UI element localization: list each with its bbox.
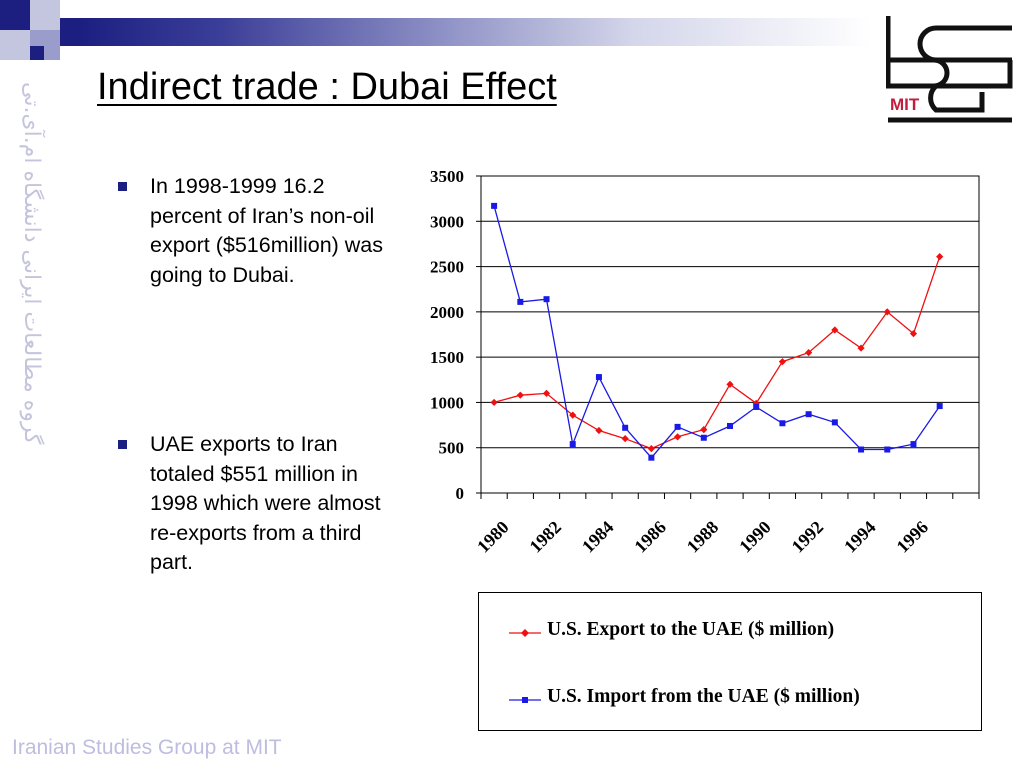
data-point [752, 399, 760, 407]
data-point [674, 423, 681, 430]
side-persian-text: گروه مطالعات ایرانی دانشگاه ام.آی.تی [19, 82, 44, 445]
data-point [831, 326, 839, 334]
data-point [673, 433, 682, 441]
legend-label: U.S. Export to the UAE ($ million) [547, 619, 835, 640]
data-point [883, 308, 891, 316]
x-tick-label: 1988 [683, 517, 723, 557]
data-point [805, 411, 812, 418]
trade-line-chart: 0 500 1000 1500 2000 2500 3000 3500 1980 1982 1984… [430, 167, 980, 557]
tick-marks [476, 175, 980, 499]
bullet-text: In 1998-1999 16.2 percent of Iran’s non-… [150, 174, 384, 287]
x-tick-label: 1996 [892, 517, 932, 557]
x-tick-label: 1982 [525, 517, 565, 557]
decor-square [30, 0, 60, 30]
data-point [517, 298, 524, 305]
y-tick-label: 3500 [430, 167, 464, 186]
x-tick-label: 1994 [840, 517, 880, 557]
legend-label: U.S. Import from the UAE ($ million) [547, 686, 860, 707]
data-point [647, 445, 655, 453]
data-point [595, 426, 603, 435]
data-point [491, 202, 498, 209]
logo-text: MIT [890, 95, 920, 114]
isg-logo: MIT [886, 16, 1013, 123]
x-tick-label: 1986 [630, 517, 670, 557]
header-bar [80, 18, 872, 46]
data-point [778, 358, 787, 366]
plot-area-border [480, 175, 980, 494]
data-point [884, 446, 891, 453]
y-tick-label: 3000 [430, 212, 464, 231]
y-tick-label: 2500 [430, 258, 464, 277]
data-point [909, 329, 918, 338]
y-tick-label: 500 [439, 439, 465, 458]
legend-square-icon [509, 697, 541, 703]
decor-square [0, 0, 30, 30]
data-point [753, 403, 760, 410]
data-point [858, 446, 865, 453]
data-point [779, 420, 786, 427]
x-tick-label: 1980 [473, 517, 513, 557]
data-point [621, 435, 629, 443]
x-tick-label: 1992 [788, 517, 828, 557]
data-point [700, 426, 708, 434]
series-import [491, 202, 943, 461]
data-point [831, 419, 838, 426]
data-point [910, 441, 917, 448]
bullet-square-icon [118, 440, 127, 449]
data-point [648, 454, 655, 461]
data-point [700, 434, 707, 441]
series-line [493, 205, 941, 459]
chart-legend: U.S. Export to the UAE ($ million) U.S. … [478, 592, 982, 731]
data-point [595, 374, 602, 381]
y-tick-label: 2000 [430, 303, 464, 322]
series-export [490, 253, 944, 453]
series-line [493, 256, 941, 450]
y-tick-label: 1000 [430, 393, 464, 412]
decor-square [0, 30, 30, 60]
bullet-text: UAE exports to Iran totaled $551 million… [150, 432, 381, 574]
decor-square [60, 18, 80, 46]
data-point [936, 403, 943, 410]
data-point [857, 344, 865, 352]
data-point [516, 391, 524, 399]
y-tick-label: 1500 [430, 348, 464, 367]
decor-square [30, 46, 44, 60]
data-point [490, 398, 498, 407]
tick-labels: 0 500 1000 1500 2000 2500 3000 3500 1980 1982 1984… [430, 167, 932, 557]
slide-title: Indirect trade : Dubai Effect [97, 66, 557, 108]
data-point [543, 296, 550, 303]
bullet-square-icon [118, 182, 127, 191]
gridlines [480, 175, 980, 494]
data-point [727, 422, 733, 429]
data-point [569, 411, 577, 419]
x-tick-label: 1990 [735, 517, 775, 557]
y-tick-label: 0 [456, 484, 465, 503]
data-point [622, 424, 629, 431]
legend-diamond-icon [509, 629, 541, 637]
series-layer [490, 202, 944, 461]
data-point [936, 253, 944, 261]
footer-text: Iranian Studies Group at MIT [12, 736, 282, 759]
x-tick-label: 1984 [578, 517, 618, 557]
data-point [569, 441, 576, 448]
